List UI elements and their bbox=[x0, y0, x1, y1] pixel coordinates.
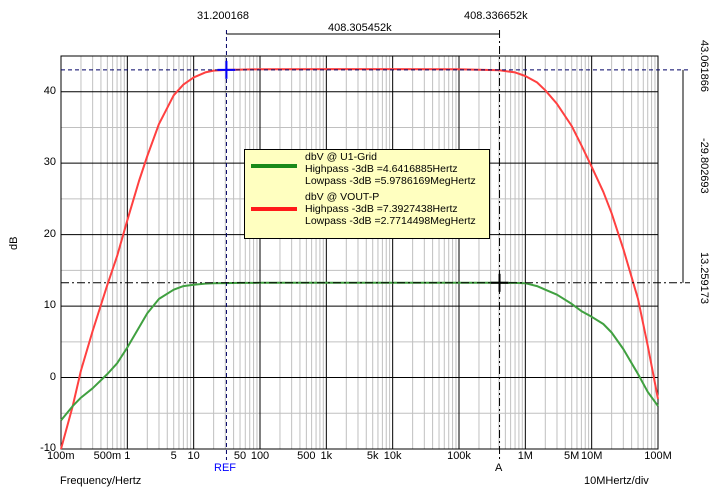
legend-highpass-vout: Highpass -3dB =7.3927438Hertz bbox=[305, 203, 458, 215]
x-tick-label: 1k bbox=[320, 450, 333, 462]
y-tick-label: 20 bbox=[43, 227, 56, 240]
curves bbox=[60, 68, 659, 450]
x-axis-label: Frequency/Hertz bbox=[60, 475, 142, 487]
x-tick-label: 100k bbox=[447, 450, 471, 462]
x-tick-label: 500 bbox=[297, 450, 316, 462]
x-div-label: 10MHertz/div bbox=[584, 475, 649, 487]
ref-y-readout: 43.061866 bbox=[698, 40, 710, 92]
legend-lowpass-vout: Lowpass -3dB =2.7714498MegHertz bbox=[305, 215, 476, 227]
cursors bbox=[61, 30, 690, 460]
series-line-vout-p bbox=[60, 68, 659, 450]
delta-x-readout: 408.305452k bbox=[328, 22, 392, 34]
x-tick-label: 10 bbox=[187, 450, 200, 462]
legend-lowpass-grid: Lowpass -3dB =5.9786169MegHertz bbox=[305, 175, 476, 187]
y-tick-label: 40 bbox=[43, 84, 56, 97]
x-tick-label: 100m bbox=[47, 450, 75, 462]
x-tick-label: 1 bbox=[124, 450, 131, 462]
x-tick-label: 50 bbox=[233, 450, 247, 462]
x-tick-label: 5 bbox=[170, 450, 177, 462]
x-tick-label: 100M bbox=[644, 450, 672, 462]
a-y-readout: 13.259173 bbox=[698, 252, 710, 304]
y-tick-label: 30 bbox=[43, 156, 56, 169]
series-line-u1-grid bbox=[60, 281, 659, 422]
legend-name-vout: dbV @ VOUT-P bbox=[305, 191, 380, 203]
y-tick-label: -10 bbox=[40, 442, 56, 454]
legend-name-grid: dbV @ U1-Grid bbox=[305, 151, 377, 163]
legend-swatch-grid bbox=[251, 164, 297, 168]
legend: dbV @ U1-Grid Highpass -3dB =4.6416885He… bbox=[244, 149, 490, 239]
ref-cursor-label[interactable]: REF bbox=[214, 462, 236, 474]
y-tick-label: 10 bbox=[43, 299, 56, 312]
y-axis-label: dB bbox=[8, 236, 20, 250]
x-tick-label: 1M bbox=[517, 450, 533, 462]
grid bbox=[60, 55, 659, 450]
x-tick-label: 5M bbox=[564, 450, 580, 462]
legend-highpass-grid: Highpass -3dB =4.6416885Hertz bbox=[305, 163, 458, 175]
a-cursor-label[interactable]: A bbox=[495, 462, 503, 474]
plot-frame bbox=[60, 55, 659, 450]
x-tick-label: 10M bbox=[580, 450, 603, 462]
delta-y-readout: -29.802693 bbox=[698, 138, 710, 194]
y-tick-label: 0 bbox=[49, 370, 56, 383]
ref-x-readout: 31.200168 bbox=[197, 10, 249, 22]
x-tick-label: 100 bbox=[250, 450, 270, 462]
a-x-readout: 408.336652k bbox=[464, 10, 528, 22]
legend-swatch-vout bbox=[251, 207, 297, 211]
x-tick-label: 5k bbox=[366, 450, 379, 462]
x-tick-label: 500m bbox=[93, 450, 122, 462]
x-tick-label: 10k bbox=[383, 450, 402, 462]
